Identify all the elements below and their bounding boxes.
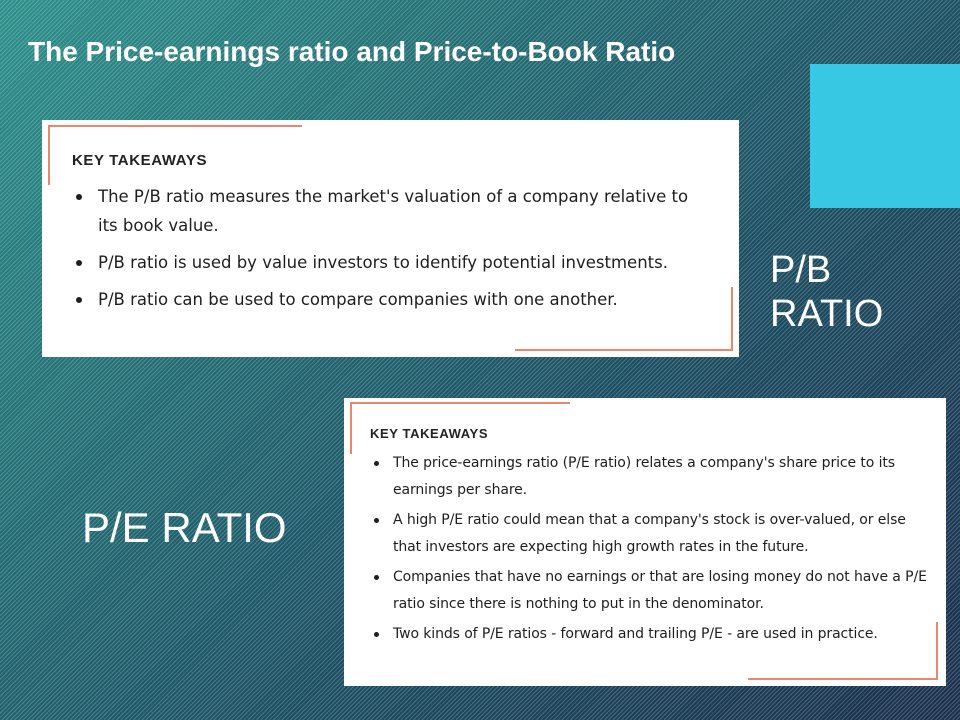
- bullet-icon: [76, 194, 82, 200]
- pb-takeaways-list: The P/B ratio measures the market's valu…: [76, 182, 706, 322]
- bullet-icon: [374, 518, 379, 523]
- pb-card: KEY TAKEAWAYS The P/B ratio measures the…: [42, 120, 739, 357]
- card-corner-bottom-right: [515, 287, 733, 351]
- accent-square: [810, 64, 960, 208]
- slide-title: The Price-earnings ratio and Price-to-Bo…: [28, 36, 676, 67]
- card-corner-top-left: [350, 402, 570, 454]
- list-item: P/B ratio is used by value investors to …: [76, 248, 706, 277]
- list-item: Two kinds of P/E ratios - forward and tr…: [374, 621, 930, 648]
- list-item-text: Companies that have no earnings or that …: [393, 569, 927, 612]
- list-item-text: The price-earnings ratio (P/E ratio) rel…: [393, 455, 895, 498]
- pe-card: KEY TAKEAWAYS The price-earnings ratio (…: [344, 398, 946, 686]
- list-item-text: Two kinds of P/E ratios - forward and tr…: [393, 626, 878, 642]
- pe-card-heading: KEY TAKEAWAYS: [370, 426, 489, 441]
- pb-ratio-label: P/B RATIO: [770, 249, 884, 335]
- pe-ratio-label: P/E RATIO: [82, 504, 287, 551]
- card-corner-bottom-right: [748, 622, 938, 680]
- pb-card-heading: KEY TAKEAWAYS: [72, 152, 208, 169]
- list-item-text: P/B ratio can be used to compare compani…: [98, 290, 618, 309]
- list-item-text: A high P/E ratio could mean that a compa…: [393, 512, 906, 555]
- bullet-icon: [76, 260, 82, 266]
- card-corner-top-left: [48, 125, 302, 185]
- pe-takeaways-list: The price-earnings ratio (P/E ratio) rel…: [374, 450, 930, 651]
- list-item: A high P/E ratio could mean that a compa…: [374, 507, 930, 561]
- bullet-icon: [374, 632, 379, 637]
- list-item-text: The P/B ratio measures the market's valu…: [98, 187, 689, 235]
- list-item: The price-earnings ratio (P/E ratio) rel…: [374, 450, 930, 504]
- list-item: The P/B ratio measures the market's valu…: [76, 182, 706, 240]
- list-item: Companies that have no earnings or that …: [374, 564, 930, 618]
- list-item-text: P/B ratio is used by value investors to …: [98, 253, 668, 272]
- bullet-icon: [76, 297, 82, 303]
- bullet-icon: [374, 461, 379, 466]
- list-item: P/B ratio can be used to compare compani…: [76, 285, 706, 314]
- bullet-icon: [374, 575, 379, 580]
